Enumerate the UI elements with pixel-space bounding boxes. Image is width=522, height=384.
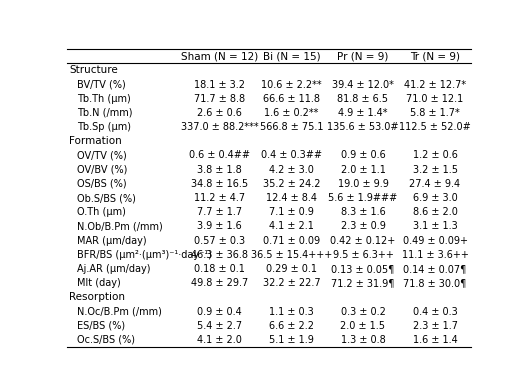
Text: Tb.N (/mm): Tb.N (/mm) — [77, 108, 133, 118]
Text: 135.6 ± 53.0#: 135.6 ± 53.0# — [327, 122, 399, 132]
Text: 1.3 ± 0.8: 1.3 ± 0.8 — [341, 335, 385, 345]
Text: 36.5 ± 15.4+++: 36.5 ± 15.4+++ — [251, 250, 332, 260]
Text: 7.1 ± 0.9: 7.1 ± 0.9 — [269, 207, 314, 217]
Text: 3.1 ± 1.3: 3.1 ± 1.3 — [412, 222, 457, 232]
Text: 1.2 ± 0.6: 1.2 ± 0.6 — [412, 151, 457, 161]
Text: 0.9 ± 0.4: 0.9 ± 0.4 — [197, 306, 242, 316]
Text: 11.2 ± 4.7: 11.2 ± 4.7 — [194, 193, 245, 203]
Text: 5.6 ± 1.9###: 5.6 ± 1.9### — [328, 193, 398, 203]
Text: Oc.S/BS (%): Oc.S/BS (%) — [77, 335, 135, 345]
Text: 27.4 ± 9.4: 27.4 ± 9.4 — [409, 179, 460, 189]
Text: 337.0 ± 88.2***: 337.0 ± 88.2*** — [181, 122, 258, 132]
Text: 112.5 ± 52.0#: 112.5 ± 52.0# — [399, 122, 471, 132]
Text: 2.3 ± 0.9: 2.3 ± 0.9 — [340, 222, 385, 232]
Text: 66.6 ± 11.8: 66.6 ± 11.8 — [263, 94, 320, 104]
Text: 0.4 ± 0.3: 0.4 ± 0.3 — [412, 306, 457, 316]
Text: 6.6 ± 2.2: 6.6 ± 2.2 — [269, 321, 314, 331]
Text: 0.3 ± 0.2: 0.3 ± 0.2 — [340, 306, 385, 316]
Text: MAR (μm/day): MAR (μm/day) — [77, 236, 147, 246]
Text: 32.2 ± 22.7: 32.2 ± 22.7 — [263, 278, 321, 288]
Text: 0.14 ± 0.07¶: 0.14 ± 0.07¶ — [404, 264, 467, 274]
Text: 4.1 ± 2.1: 4.1 ± 2.1 — [269, 222, 314, 232]
Text: 0.6 ± 0.4##: 0.6 ± 0.4## — [189, 151, 250, 161]
Text: 71.7 ± 8.8: 71.7 ± 8.8 — [194, 94, 245, 104]
Text: 71.0 ± 12.1: 71.0 ± 12.1 — [407, 94, 464, 104]
Text: 1.1 ± 0.3: 1.1 ± 0.3 — [269, 306, 314, 316]
Text: Bi (N = 15): Bi (N = 15) — [263, 51, 321, 61]
Text: 0.49 ± 0.09+: 0.49 ± 0.09+ — [402, 236, 468, 246]
Text: 8.6 ± 2.0: 8.6 ± 2.0 — [412, 207, 457, 217]
Text: Structure: Structure — [69, 65, 118, 75]
Text: Sham (N = 12): Sham (N = 12) — [181, 51, 258, 61]
Text: 5.1 ± 1.9: 5.1 ± 1.9 — [269, 335, 314, 345]
Text: 81.8 ± 6.5: 81.8 ± 6.5 — [338, 94, 388, 104]
Text: Mlt (day): Mlt (day) — [77, 278, 121, 288]
Text: 10.6 ± 2.2**: 10.6 ± 2.2** — [262, 79, 322, 89]
Text: Formation: Formation — [69, 136, 122, 146]
Text: 35.2 ± 24.2: 35.2 ± 24.2 — [263, 179, 321, 189]
Text: 0.57 ± 0.3: 0.57 ± 0.3 — [194, 236, 245, 246]
Text: 49.8 ± 29.7: 49.8 ± 29.7 — [191, 278, 248, 288]
Text: 39.4 ± 12.0*: 39.4 ± 12.0* — [332, 79, 394, 89]
Text: 8.3 ± 1.6: 8.3 ± 1.6 — [341, 207, 385, 217]
Text: 3.9 ± 1.6: 3.9 ± 1.6 — [197, 222, 242, 232]
Text: 0.9 ± 0.6: 0.9 ± 0.6 — [341, 151, 385, 161]
Text: 46.3 ± 36.8: 46.3 ± 36.8 — [191, 250, 248, 260]
Text: 2.0 ± 1.1: 2.0 ± 1.1 — [340, 165, 385, 175]
Text: 71.2 ± 31.9¶: 71.2 ± 31.9¶ — [331, 278, 395, 288]
Text: OV/TV (%): OV/TV (%) — [77, 151, 127, 161]
Text: 566.8 ± 75.1: 566.8 ± 75.1 — [260, 122, 323, 132]
Text: 34.8 ± 16.5: 34.8 ± 16.5 — [191, 179, 248, 189]
Text: 0.71 ± 0.09: 0.71 ± 0.09 — [263, 236, 320, 246]
Text: 12.4 ± 8.4: 12.4 ± 8.4 — [266, 193, 317, 203]
Text: 6.9 ± 3.0: 6.9 ± 3.0 — [412, 193, 457, 203]
Text: Tb.Sp (μm): Tb.Sp (μm) — [77, 122, 132, 132]
Text: Resorption: Resorption — [69, 292, 125, 303]
Text: Pr (N = 9): Pr (N = 9) — [337, 51, 389, 61]
Text: 9.5 ± 6.3++: 9.5 ± 6.3++ — [333, 250, 394, 260]
Text: BFR/BS (μm²·(μm³)⁻¹·day⁻¹): BFR/BS (μm²·(μm³)⁻¹·day⁻¹) — [77, 250, 212, 260]
Text: 0.29 ± 0.1: 0.29 ± 0.1 — [266, 264, 317, 274]
Text: OS/BS (%): OS/BS (%) — [77, 179, 127, 189]
Text: 0.42 ± 0.12+: 0.42 ± 0.12+ — [330, 236, 396, 246]
Text: 2.6 ± 0.6: 2.6 ± 0.6 — [197, 108, 242, 118]
Text: 11.1 ± 3.6++: 11.1 ± 3.6++ — [401, 250, 468, 260]
Text: N.Oc/B.Pm (/mm): N.Oc/B.Pm (/mm) — [77, 306, 162, 316]
Text: 4.9 ± 1.4*: 4.9 ± 1.4* — [338, 108, 388, 118]
Text: 5.8 ± 1.7*: 5.8 ± 1.7* — [410, 108, 460, 118]
Text: 4.1 ± 2.0: 4.1 ± 2.0 — [197, 335, 242, 345]
Text: BV/TV (%): BV/TV (%) — [77, 79, 126, 89]
Text: 2.0 ± 1.5: 2.0 ± 1.5 — [340, 321, 386, 331]
Text: 41.2 ± 12.7*: 41.2 ± 12.7* — [404, 79, 466, 89]
Text: 1.6 ± 1.4: 1.6 ± 1.4 — [412, 335, 457, 345]
Text: 0.13 ± 0.05¶: 0.13 ± 0.05¶ — [331, 264, 395, 274]
Text: 19.0 ± 9.9: 19.0 ± 9.9 — [338, 179, 388, 189]
Text: 71.8 ± 30.0¶: 71.8 ± 30.0¶ — [404, 278, 467, 288]
Text: OV/BV (%): OV/BV (%) — [77, 165, 128, 175]
Text: Aj.AR (μm/day): Aj.AR (μm/day) — [77, 264, 151, 274]
Text: 5.4 ± 2.7: 5.4 ± 2.7 — [197, 321, 242, 331]
Text: N.Ob/B.Pm (/mm): N.Ob/B.Pm (/mm) — [77, 222, 163, 232]
Text: 3.8 ± 1.8: 3.8 ± 1.8 — [197, 165, 242, 175]
Text: Ob.S/BS (%): Ob.S/BS (%) — [77, 193, 136, 203]
Text: 0.4 ± 0.3##: 0.4 ± 0.3## — [261, 151, 322, 161]
Text: Tr (N = 9): Tr (N = 9) — [410, 51, 460, 61]
Text: 1.6 ± 0.2**: 1.6 ± 0.2** — [265, 108, 319, 118]
Text: 18.1 ± 3.2: 18.1 ± 3.2 — [194, 79, 245, 89]
Text: 3.2 ± 1.5: 3.2 ± 1.5 — [412, 165, 457, 175]
Text: ES/BS (%): ES/BS (%) — [77, 321, 125, 331]
Text: 4.2 ± 3.0: 4.2 ± 3.0 — [269, 165, 314, 175]
Text: 7.7 ± 1.7: 7.7 ± 1.7 — [197, 207, 242, 217]
Text: O.Th (μm): O.Th (μm) — [77, 207, 126, 217]
Text: 2.3 ± 1.7: 2.3 ± 1.7 — [412, 321, 457, 331]
Text: 0.18 ± 0.1: 0.18 ± 0.1 — [194, 264, 245, 274]
Text: Tb.Th (μm): Tb.Th (μm) — [77, 94, 131, 104]
